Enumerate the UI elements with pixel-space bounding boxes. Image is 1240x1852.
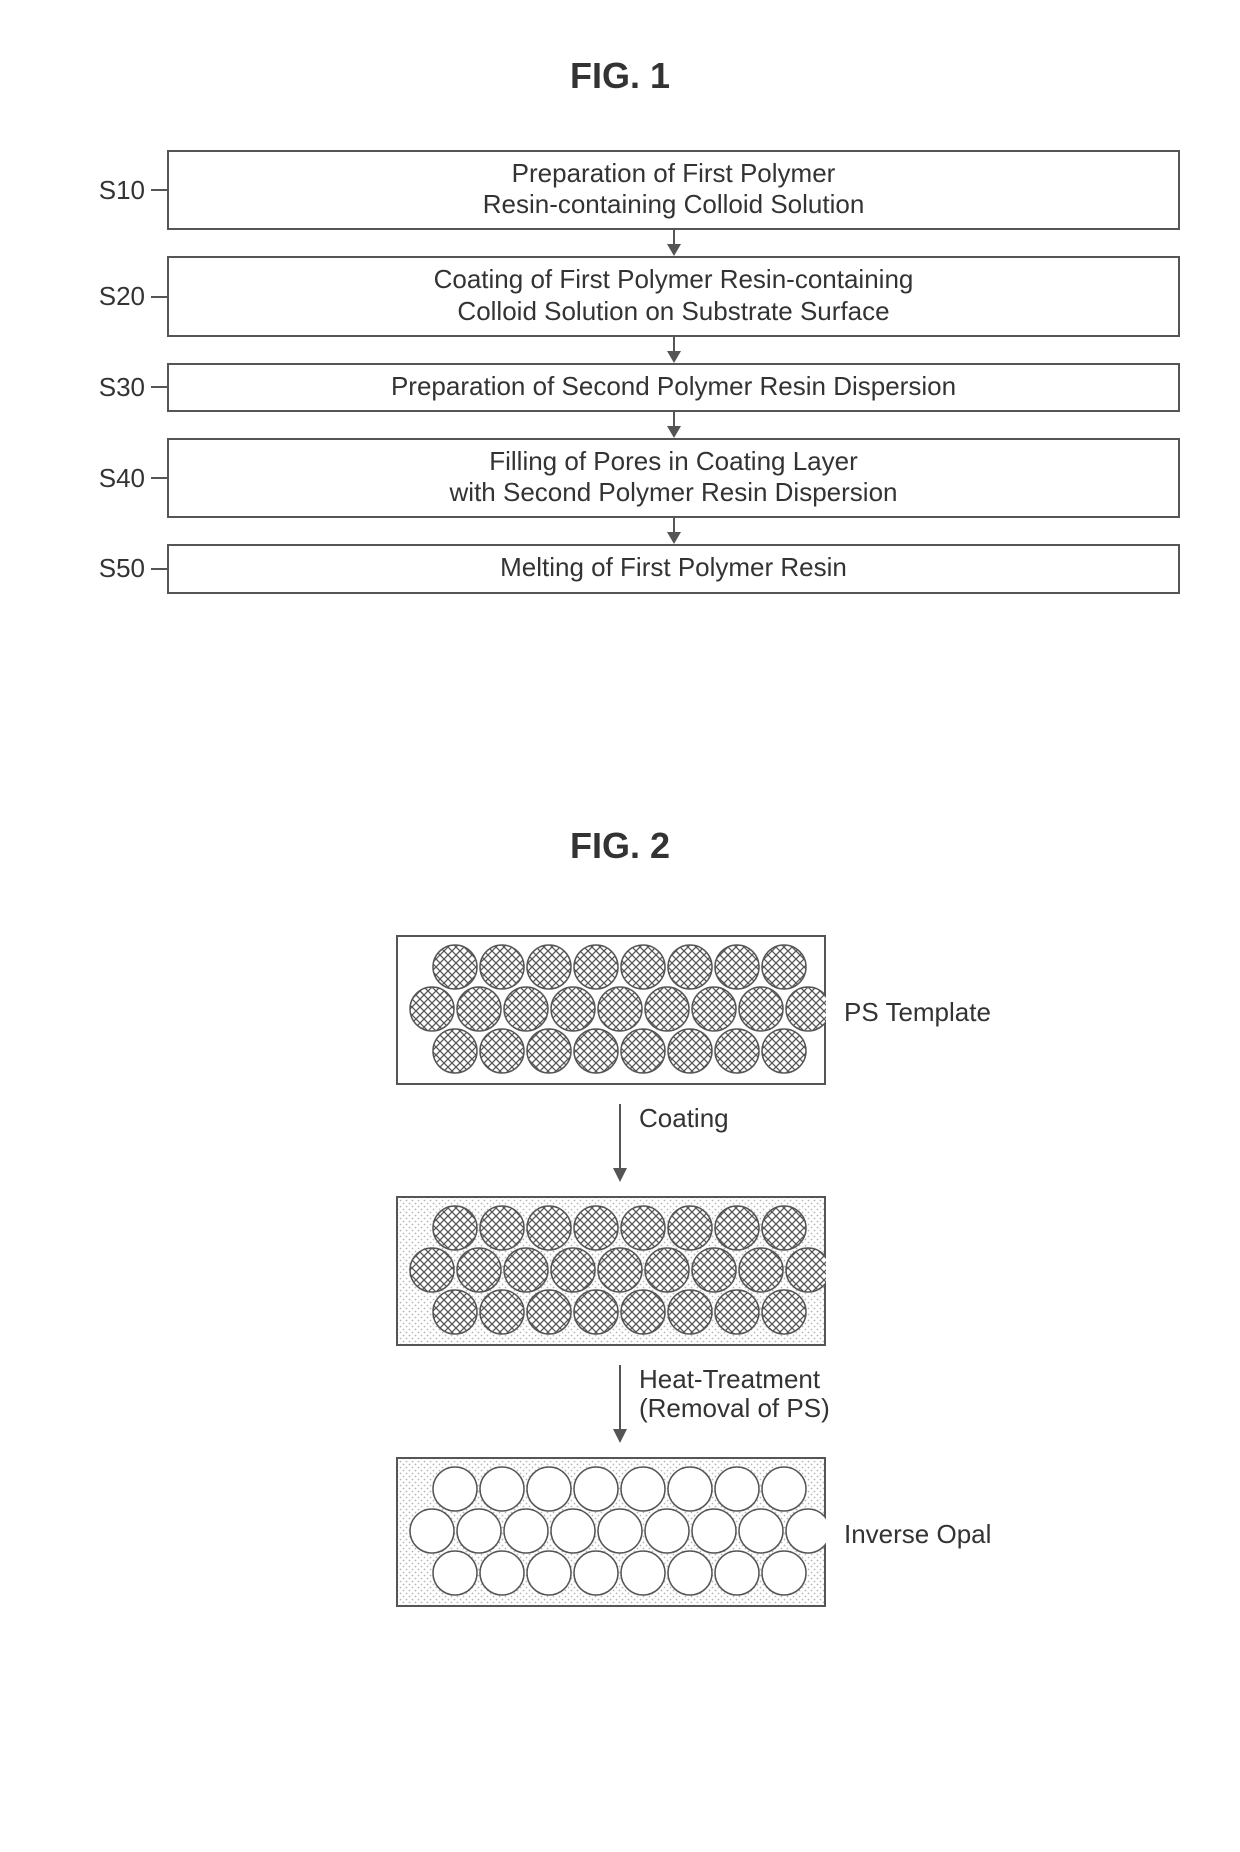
stage-label: PS Template [844, 998, 1085, 1028]
flow-step: S10 Preparation of First PolymerResin-con… [60, 150, 1180, 230]
flow-step: S30 Preparation of Second Polymer Resin D… [60, 363, 1180, 412]
stage-graphic [396, 1196, 826, 1351]
step-tick [151, 189, 167, 191]
step-id: S40 [60, 463, 151, 494]
stage-arrow: Heat-Treatment(Removal of PS) [155, 1365, 1085, 1443]
flow-step: S20 Coating of First Polymer Resin-contai… [60, 256, 1180, 336]
stage-arrow: Coating [155, 1104, 1085, 1182]
step-id: S50 [60, 553, 151, 584]
step-box: Filling of Pores in Coating Layerwith Se… [167, 438, 1180, 518]
step-tick [151, 477, 167, 479]
flow-step: S50 Melting of First Polymer Resin [60, 544, 1180, 593]
fig2-diagram: PS Template Coating Heat-Treatment(Remov… [0, 935, 1240, 1612]
flow-arrow [60, 518, 1180, 544]
step-tick [151, 386, 167, 388]
fig1-title: FIG. 1 [0, 55, 1240, 97]
stage [155, 1196, 1085, 1351]
step-box: Coating of First Polymer Resin-containin… [167, 256, 1180, 336]
fig2-title: FIG. 2 [0, 825, 1240, 867]
step-tick [151, 568, 167, 570]
step-id: S10 [60, 175, 151, 206]
flow-step: S40 Filling of Pores in Coating Layerwith… [60, 438, 1180, 518]
step-id: S20 [60, 281, 151, 312]
flow-arrow [60, 412, 1180, 438]
step-box: Preparation of Second Polymer Resin Disp… [167, 363, 1180, 412]
stage-label: Inverse Opal [844, 1520, 1085, 1550]
step-box: Preparation of First PolymerResin-contai… [167, 150, 1180, 230]
arrow-label: Coating [639, 1104, 729, 1133]
step-tick [151, 296, 167, 298]
arrow-label: Heat-Treatment(Removal of PS) [639, 1365, 830, 1422]
flow-arrow [60, 230, 1180, 256]
stage: Inverse Opal [155, 1457, 1085, 1612]
down-arrow-icon [611, 1365, 629, 1443]
stage-graphic [396, 935, 826, 1090]
step-box: Melting of First Polymer Resin [167, 544, 1180, 593]
step-id: S30 [60, 372, 151, 403]
fig1-flowchart: S10 Preparation of First PolymerResin-con… [60, 150, 1180, 594]
stage: PS Template [155, 935, 1085, 1090]
down-arrow-icon [611, 1104, 629, 1182]
stage-graphic [396, 1457, 826, 1612]
flow-arrow [60, 337, 1180, 363]
